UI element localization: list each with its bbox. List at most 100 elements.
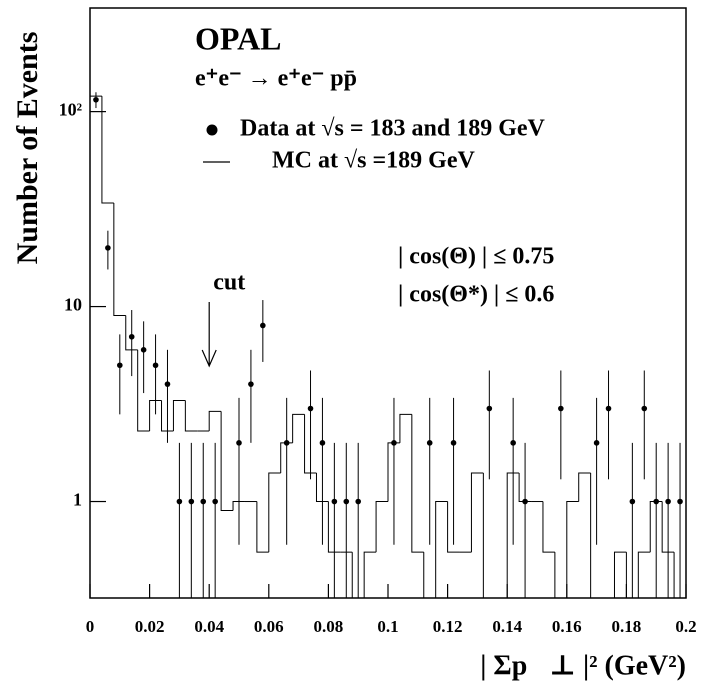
data-point: [152, 362, 159, 369]
data-point: [605, 405, 612, 412]
histogram-step: [137, 349, 150, 432]
annotation: | cos(Θ*) | ≤ 0.6: [398, 282, 554, 308]
data-point: [665, 498, 671, 505]
x-tick-label: 0.06: [254, 617, 284, 636]
data-point: [176, 498, 183, 505]
data-point: [128, 333, 135, 340]
cut-arrow: [201, 302, 217, 368]
data-point: [93, 96, 99, 103]
histogram-step: [649, 501, 663, 553]
data-point: [558, 405, 564, 412]
data-point: [355, 498, 362, 505]
data-point: [212, 498, 218, 505]
x-tick-label: 0.18: [612, 617, 642, 636]
histogram-step: [149, 399, 162, 432]
data-point: [260, 322, 266, 329]
histogram-step: [399, 413, 412, 443]
data-point: [510, 440, 516, 446]
y-tick-label: 10: [64, 295, 82, 315]
histogram-step: [590, 473, 592, 598]
data-point: [486, 405, 493, 412]
chart-subtitle: e⁺e⁻ → e⁺e⁻ pp̄: [195, 66, 357, 92]
data-point: [117, 362, 123, 369]
histogram-step: [351, 552, 353, 598]
cut-label: cut: [213, 270, 245, 296]
x-axis-label: | Σp⃗⊥ |² (GeV²): [480, 650, 686, 681]
histogram-step: [673, 552, 675, 598]
plot-area: [90, 92, 683, 598]
data-point: [188, 498, 195, 505]
histogram-step: [423, 552, 425, 598]
data-point: [248, 381, 254, 387]
histogram-step: [613, 551, 627, 598]
x-tick-label: 0.02: [135, 617, 165, 636]
data-point: [593, 440, 600, 446]
histogram-step: [268, 472, 281, 553]
x-tick-label: 0.2: [675, 617, 696, 636]
histogram-step: [506, 472, 520, 598]
histogram-step: [232, 501, 245, 511]
data-point: [140, 347, 147, 353]
histogram-step: [304, 414, 317, 474]
histogram-step: [363, 551, 377, 598]
x-tick-label: 0.14: [492, 617, 522, 636]
histogram-step: [375, 501, 388, 553]
data-point: [164, 381, 171, 387]
x-tick-label: 0.08: [314, 617, 344, 636]
x-tick-label: 0.16: [552, 617, 582, 636]
histogram-step: [292, 413, 305, 443]
histogram-step: [113, 202, 126, 316]
data-point: [236, 440, 242, 446]
y-tick-label: 1: [73, 490, 82, 510]
histogram-step: [184, 400, 198, 432]
data-point: [200, 498, 207, 505]
histogram-step: [518, 473, 532, 503]
annotation: | cos(Θ) | ≤ 0.75: [398, 244, 554, 270]
data-point: [677, 498, 683, 505]
x-tick-label: 0.12: [433, 617, 463, 636]
histogram-step: [470, 472, 484, 553]
histogram-step: [554, 552, 556, 598]
histogram-step: [661, 501, 675, 553]
histogram-step: [435, 501, 448, 598]
histogram-step: [578, 472, 591, 502]
histogram-step: [482, 473, 484, 598]
data-point: [629, 498, 636, 505]
data-point: [343, 498, 350, 505]
data-point: [426, 440, 433, 446]
histogram-step: [411, 414, 424, 553]
legend-label: Data at √s = 183 and 189 GeV: [240, 116, 546, 142]
histogram-step: [542, 501, 555, 553]
histogram-step: [447, 501, 460, 553]
histogram-step: [101, 96, 114, 204]
chart-title: OPAL: [195, 20, 282, 56]
x-tick-label: 0: [86, 617, 95, 636]
legend-label: MC at √s =189 GeV: [272, 148, 475, 174]
histogram-step: [125, 315, 138, 351]
legend-marker: [206, 124, 218, 136]
x-tick-label: 0.1: [377, 617, 398, 636]
histogram-step: [256, 501, 269, 553]
data-point: [105, 245, 111, 251]
histogram-step: [280, 442, 293, 474]
data-point: [450, 440, 457, 446]
histogram-step: [220, 411, 234, 511]
data-point: [319, 440, 326, 446]
histogram-step: [90, 95, 102, 598]
histogram-step: [327, 501, 341, 553]
y-axis-label: Number of Events: [11, 32, 44, 265]
histogram-step: [566, 501, 579, 598]
x-tick-label: 0.04: [194, 617, 224, 636]
data-point: [307, 405, 314, 412]
histogram-step: [161, 400, 174, 432]
histogram-step: [208, 410, 222, 432]
y-tick-label: 10²: [59, 100, 82, 120]
histogram-step: [637, 551, 651, 598]
histogram-step: [172, 399, 186, 432]
histogram-step: [387, 442, 400, 502]
histogram-step: [315, 473, 329, 503]
data-point: [331, 498, 338, 505]
histogram-step: [625, 552, 627, 598]
data-point: [641, 405, 648, 412]
